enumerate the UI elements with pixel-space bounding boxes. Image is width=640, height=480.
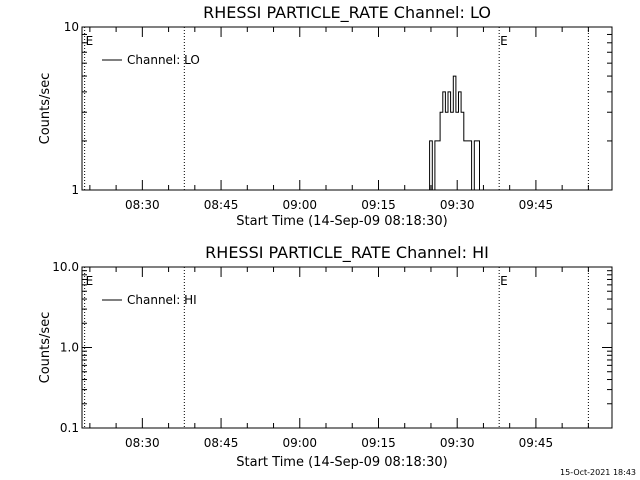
- time-marker-label: E: [86, 274, 94, 288]
- y-tick-label: 1.0: [60, 341, 79, 355]
- x-tick-label: 09:00: [282, 436, 317, 450]
- x-tick-label: 09:15: [361, 436, 396, 450]
- y-tick-label: 10: [64, 20, 79, 34]
- panel-1: RHESSI PARTICLE_RATE Channel: LO 1 10 08:30…: [38, 3, 613, 229]
- x-tick-label: 09:30: [440, 436, 475, 450]
- plot-frame: [81, 26, 613, 191]
- x-tick-label: 09:45: [519, 198, 554, 212]
- x-tick-label: 09:45: [519, 436, 554, 450]
- data-series-line: [427, 75, 485, 190]
- time-marker-label: E: [500, 274, 508, 288]
- y-tick-label: 0.1: [60, 421, 79, 435]
- chart-title: RHESSI PARTICLE_RATE Channel: HI: [205, 243, 489, 263]
- x-tick-label: 08:45: [204, 198, 239, 212]
- legend-label: Channel: HI: [127, 293, 197, 307]
- y-axis-label: Counts/sec: [38, 73, 53, 145]
- x-axis-label: Start Time (14-Sep-09 08:18:30): [236, 214, 447, 229]
- time-marker-label: E: [86, 34, 94, 48]
- chart-title: RHESSI PARTICLE_RATE Channel: LO: [203, 3, 491, 23]
- legend-label: Channel: LO: [127, 53, 200, 67]
- x-tick-label: 09:15: [361, 198, 396, 212]
- panel-2: RHESSI PARTICLE_RATE Channel: HI 0.1 1.0 10…: [38, 243, 613, 470]
- x-tick-label: 08:45: [204, 436, 239, 450]
- y-axis-label: Counts/sec: [38, 312, 53, 384]
- footer-timestamp: 15-Oct-2021 18:43: [560, 468, 636, 477]
- x-tick-label: 09:00: [282, 198, 317, 212]
- time-marker-label: E: [500, 34, 508, 48]
- x-tick-label: 09:30: [440, 198, 475, 212]
- plot-frame: [81, 266, 613, 429]
- x-axis-label: Start Time (14-Sep-09 08:18:30): [236, 455, 447, 470]
- x-tick-label: 08:30: [125, 198, 160, 212]
- y-tick-label: 10.0: [52, 260, 79, 274]
- y-tick-label: 1: [71, 183, 79, 197]
- x-tick-label: 08:30: [125, 436, 160, 450]
